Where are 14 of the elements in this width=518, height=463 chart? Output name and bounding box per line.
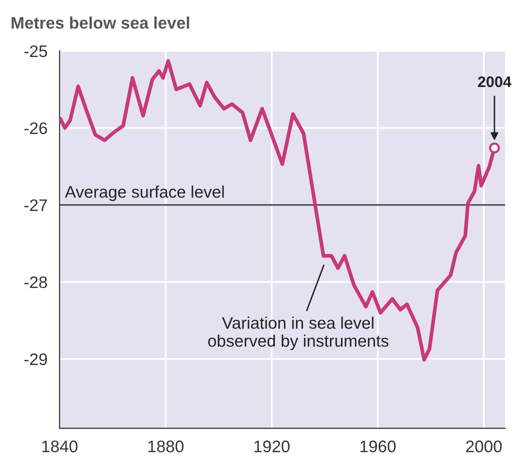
- ref-line-label: Average surface level: [64, 186, 224, 202]
- x-tick-label: 2000: [466, 440, 502, 452]
- y-tick-label: -25: [24, 45, 48, 58]
- y-axis-title: Metres below sea level: [12, 16, 190, 29]
- annotation: 2004: [478, 76, 512, 88]
- y-tick-label: -27: [24, 199, 47, 211]
- x-tick-label: 1880: [148, 440, 184, 452]
- x-tick-label: 1840: [42, 440, 78, 452]
- y-tick-label: -29: [24, 353, 47, 366]
- x-tick-label: 1960: [360, 440, 396, 452]
- annotation: Variation in sea level observed by instruments: [208, 316, 388, 350]
- x-tick-label: 1920: [254, 440, 290, 452]
- y-tick-label: -26: [24, 122, 48, 134]
- y-tick-label: -28: [24, 276, 48, 288]
